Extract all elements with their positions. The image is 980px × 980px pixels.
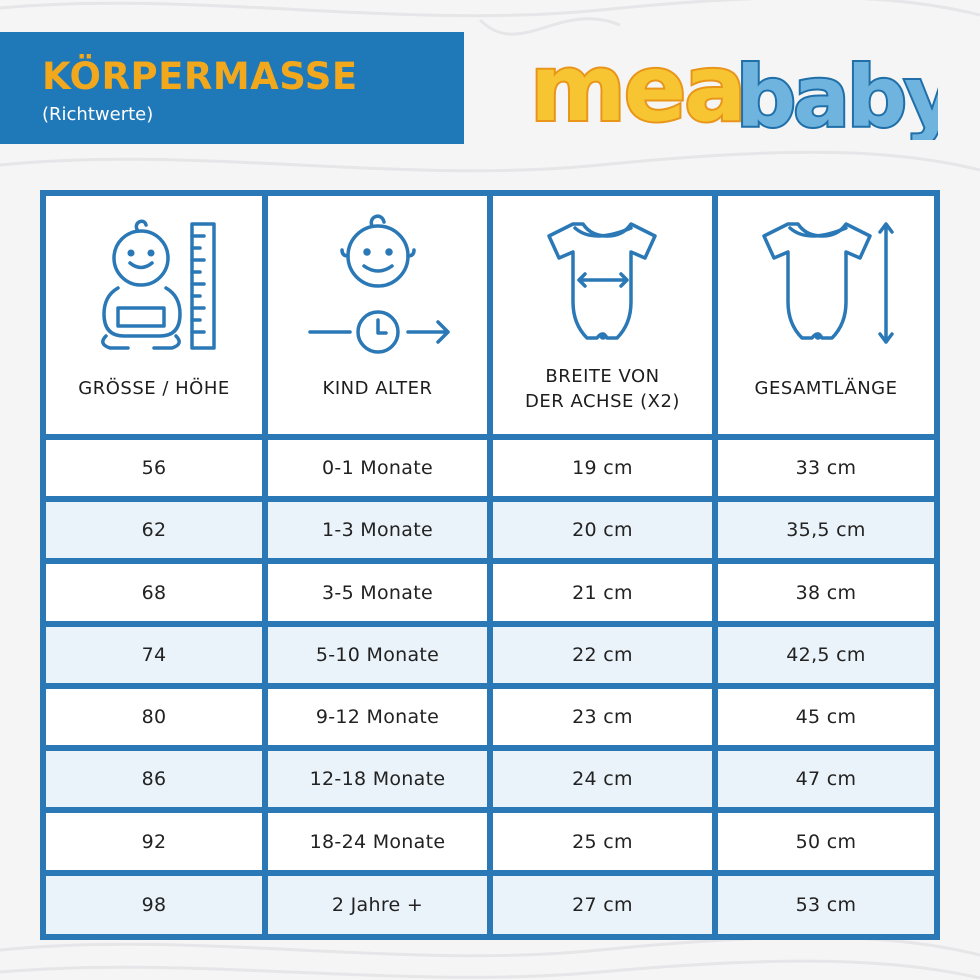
column-header-size: GRÖSSE / HÖHE — [46, 196, 262, 434]
table-cell-width: 27 cm — [493, 876, 712, 934]
table-cell-width: 20 cm — [493, 502, 712, 558]
column-header-length-label: GESAMTLÄNGE — [754, 378, 898, 399]
column-header-width-label-1: BREITE VON — [545, 366, 660, 387]
logo-word-baby: baby — [736, 48, 938, 140]
bodysuit-width-icon — [547, 222, 657, 340]
table-cell-length: 53 cm — [718, 876, 934, 934]
bodysuit-length-icon — [762, 222, 894, 344]
table-cell-length: 33 cm — [718, 440, 934, 496]
table-cell-size: 98 — [46, 876, 262, 934]
column-header-age: KIND ALTER — [268, 196, 487, 434]
table-cell-age: 12-18 Monate — [268, 751, 487, 807]
page-title: KÖRPERMASSE — [42, 55, 358, 98]
size-table: GRÖSSE / HÖHE KIND ALTER — [40, 190, 940, 940]
header-banner — [0, 32, 464, 144]
table-cell-age: 18-24 Monate — [268, 813, 487, 870]
table-cell-age: 3-5 Monate — [268, 564, 487, 621]
table-cell-width: 22 cm — [493, 627, 712, 683]
table-cell-age: 5-10 Monate — [268, 627, 487, 683]
table-cell-size: 92 — [46, 813, 262, 870]
column-header-width-label-2: DER ACHSE (X2) — [525, 391, 680, 412]
table-cell-length: 38 cm — [718, 564, 934, 621]
table-cell-size: 80 — [46, 689, 262, 745]
table-cell-width: 25 cm — [493, 813, 712, 870]
table-cell-age: 9-12 Monate — [268, 689, 487, 745]
column-header-size-label: GRÖSSE / HÖHE — [78, 378, 230, 399]
baby-age-clock-icon — [308, 214, 450, 354]
table-cell-length: 42,5 cm — [718, 627, 934, 683]
column-header-age-label: KIND ALTER — [322, 378, 433, 399]
table-cell-width: 19 cm — [493, 440, 712, 496]
page-subtitle: (Richtwerte) — [42, 104, 154, 125]
table-cell-width: 24 cm — [493, 751, 712, 807]
table-cell-age: 0-1 Monate — [268, 440, 487, 496]
table-cell-size: 56 — [46, 440, 262, 496]
table-cell-length: 50 cm — [718, 813, 934, 870]
logo-word-mea: mea — [530, 40, 744, 140]
mea-baby-logo: mea baby — [528, 40, 938, 140]
table-cell-size: 74 — [46, 627, 262, 683]
table-cell-age: 1-3 Monate — [268, 502, 487, 558]
table-cell-length: 35,5 cm — [718, 502, 934, 558]
table-cell-age: 2 Jahre + — [268, 876, 487, 934]
table-cell-size: 62 — [46, 502, 262, 558]
baby-height-icon — [101, 219, 216, 350]
column-header-width: BREITE VON DER ACHSE (X2) — [493, 196, 712, 434]
table-cell-width: 23 cm — [493, 689, 712, 745]
table-cell-length: 45 cm — [718, 689, 934, 745]
column-header-length: GESAMTLÄNGE — [718, 196, 934, 434]
table-cell-width: 21 cm — [493, 564, 712, 621]
table-cell-size: 68 — [46, 564, 262, 621]
table-cell-length: 47 cm — [718, 751, 934, 807]
table-cell-size: 86 — [46, 751, 262, 807]
